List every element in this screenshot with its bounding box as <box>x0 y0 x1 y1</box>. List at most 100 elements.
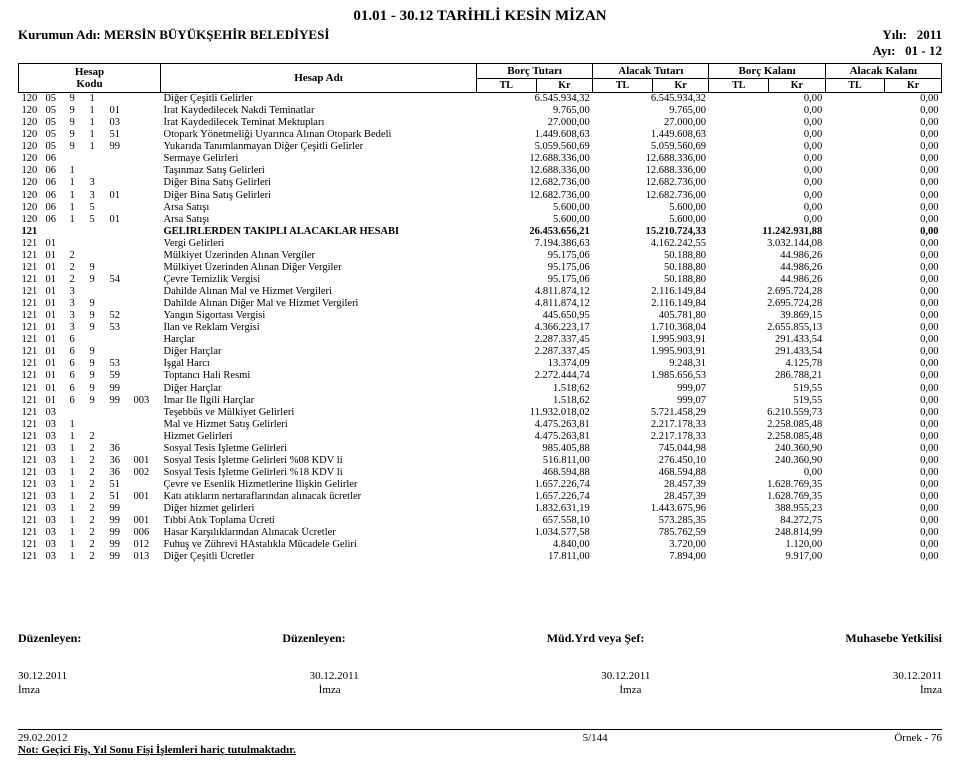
code-cell: 1 <box>67 202 87 214</box>
code-cell <box>67 153 87 165</box>
desc-cell: Yukarıda Tanımlanmayan Diğer Çeşitli Gel… <box>161 141 477 153</box>
code-cell: 1 <box>87 117 107 129</box>
code-cell: 54 <box>107 274 131 286</box>
value-cell: 0,00 <box>825 539 941 551</box>
table-row: 1210169Diğer Harçlar2.287.337,451.995.90… <box>19 346 942 358</box>
code-cell: 120 <box>19 153 43 165</box>
col-kr: Kr <box>885 79 942 93</box>
code-cell: 6 <box>67 346 87 358</box>
code-cell: 03 <box>43 515 67 527</box>
code-cell: 06 <box>43 202 67 214</box>
desc-cell: Çevre Temizlik Vergisi <box>161 274 477 286</box>
code-cell: 9 <box>87 262 107 274</box>
code-cell: 2 <box>67 250 87 262</box>
value-cell: 388.955,23 <box>709 503 825 515</box>
sig-date: 30.12.2011 <box>310 670 359 682</box>
code-cell: 59 <box>107 370 131 382</box>
code-cell: 1 <box>67 455 87 467</box>
value-cell: 9.917,00 <box>709 551 825 563</box>
code-cell: 6 <box>67 383 87 395</box>
value-cell: 1.628.769,35 <box>709 479 825 491</box>
code-cell: 9 <box>87 322 107 334</box>
code-cell: 06 <box>43 214 67 226</box>
value-cell: 519,55 <box>709 395 825 407</box>
table-head: HesapKodu Hesap Adı Borç Tutarı Alacak T… <box>19 64 942 93</box>
code-cell: 01 <box>43 286 67 298</box>
code-cell <box>87 334 107 346</box>
table-row: 121016999Diğer Harçlar1.518,62999,07519,… <box>19 383 942 395</box>
code-cell: 9 <box>87 358 107 370</box>
ay-value: 01 - 12 <box>905 43 942 58</box>
desc-cell: Hizmet Gelirleri <box>161 431 477 443</box>
value-cell: 2.217.178,33 <box>593 431 709 443</box>
desc-cell: Diğer Bina Satış Gelirleri <box>161 190 477 202</box>
desc-cell: Mülkiyet Üzerinden Alınan Vergiler <box>161 250 477 262</box>
code-cell: 121 <box>19 491 43 503</box>
value-cell: 0,00 <box>709 214 825 226</box>
code-cell: 1 <box>67 491 87 503</box>
col-borc-kalani: Borç Kalanı <box>709 64 825 79</box>
value-cell: 0,00 <box>709 153 825 165</box>
code-cell: 120 <box>19 177 43 189</box>
value-cell: 2.655.855,13 <box>709 322 825 334</box>
code-cell: 03 <box>43 479 67 491</box>
code-cell <box>67 226 87 238</box>
value-cell: 2.272.444,74 <box>477 370 593 382</box>
table-row: 121031Mal ve Hizmet Satış Gelirleri4.475… <box>19 419 942 431</box>
code-cell: 01 <box>43 322 67 334</box>
code-cell <box>131 202 161 214</box>
code-cell: 120 <box>19 141 43 153</box>
code-cell <box>107 262 131 274</box>
code-cell: 03 <box>43 503 67 515</box>
code-cell: 2 <box>67 274 87 286</box>
code-cell: 01 <box>43 238 67 250</box>
code-cell: 06 <box>43 165 67 177</box>
desc-cell: Mülkiyet Üzerinden Alınan Diğer Vergiler <box>161 262 477 274</box>
value-cell: 2.695.724,28 <box>709 298 825 310</box>
code-cell <box>87 407 107 419</box>
code-cell: 3 <box>67 310 87 322</box>
value-cell: 0,00 <box>825 117 941 129</box>
desc-cell: İşgal Harcı <box>161 358 477 370</box>
code-cell: 1 <box>67 467 87 479</box>
value-cell: 0,00 <box>825 503 941 515</box>
value-cell: 95.175,06 <box>477 274 593 286</box>
table-row: 121031251Çevre ve Esenlik Hizmetlerine İ… <box>19 479 942 491</box>
code-cell: 001 <box>131 455 161 467</box>
footer-note: Not: Geçici Fiş, Yıl Sonu Fişi İşlemleri… <box>18 744 296 756</box>
col-hesap-adi: Hesap Adı <box>161 64 477 93</box>
code-cell <box>107 238 131 250</box>
table-row: 120061301Diğer Bina Satış Gelirleri12.68… <box>19 190 942 202</box>
value-cell: 445.650,95 <box>477 310 593 322</box>
code-cell <box>131 274 161 286</box>
code-cell: 001 <box>131 515 161 527</box>
value-cell: 3.720,00 <box>593 539 709 551</box>
value-cell: 2.258.085,48 <box>709 419 825 431</box>
code-cell: 2 <box>67 262 87 274</box>
code-cell: 6 <box>67 334 87 346</box>
table-row: 121016959Toptancı Hali Resmi2.272.444,74… <box>19 370 942 382</box>
code-cell: 121 <box>19 226 43 238</box>
value-cell: 4.475.263,81 <box>477 419 593 431</box>
value-cell: 2.287.337,45 <box>477 334 593 346</box>
code-cell <box>107 407 131 419</box>
code-cell: 121 <box>19 479 43 491</box>
page-title: 01.01 - 30.12 TARİHLİ KESİN MİZAN <box>18 8 942 25</box>
desc-cell: Harçlar <box>161 334 477 346</box>
code-cell <box>131 238 161 250</box>
desc-cell: Diğer Çeşitli Ücretler <box>161 551 477 563</box>
value-cell: 50.188,80 <box>593 250 709 262</box>
code-cell: 01 <box>43 358 67 370</box>
table-row: 121016Harçlar2.287.337,451.995.903,91291… <box>19 334 942 346</box>
code-cell <box>107 286 131 298</box>
code-cell: 9 <box>67 129 87 141</box>
code-cell: 1 <box>67 503 87 515</box>
value-cell: 0,00 <box>825 467 941 479</box>
code-cell: 01 <box>107 105 131 117</box>
value-cell: 95.175,06 <box>477 262 593 274</box>
value-cell: 4.840,00 <box>477 539 593 551</box>
value-cell: 1.449.608,63 <box>593 129 709 141</box>
code-cell: 2 <box>87 515 107 527</box>
code-cell: 1 <box>87 141 107 153</box>
code-cell: 01 <box>43 262 67 274</box>
